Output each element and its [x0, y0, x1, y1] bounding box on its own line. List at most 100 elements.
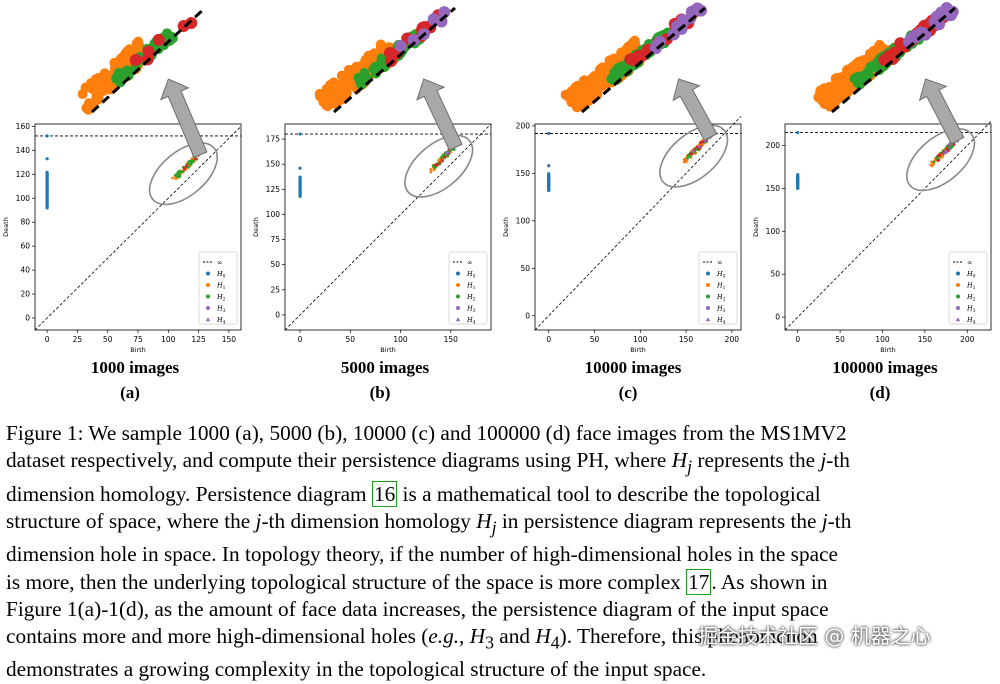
- h1-point-zoom: [321, 84, 332, 95]
- x-tick-label: 100: [633, 335, 648, 344]
- panel-title-d: 100000 images: [832, 358, 938, 377]
- h3-point: [688, 152, 692, 156]
- figure-panels: 0 25 50 75 100 125 150 0 20 40 60 80 100 120 140 160 Bir…: [2, 1, 992, 354]
- h2-point: [446, 154, 450, 158]
- legend-box: [698, 251, 738, 325]
- legend-box: [948, 251, 988, 325]
- h2-point: [179, 170, 183, 174]
- y-tick-label: 50: [520, 264, 530, 273]
- panel-c: 0 50 100 150 200050100150200BirthDeath∞H0H1H…: [502, 2, 742, 354]
- h1-point-zoom: [841, 73, 852, 84]
- h4-point-zoom: [438, 6, 451, 19]
- axes-frame: [284, 123, 492, 331]
- legend-label: H4: [466, 316, 476, 326]
- y-tick-label: 40: [20, 266, 30, 275]
- zoomed-inset: [813, 1, 959, 114]
- legend-label: ∞: [967, 259, 972, 267]
- legend-label: H0: [466, 270, 476, 280]
- y-tick-label: 125: [266, 185, 281, 194]
- h2-point: [433, 165, 437, 169]
- h2-point: [187, 165, 190, 169]
- x-tick-label: 75: [133, 335, 143, 344]
- legend-marker: [456, 283, 460, 287]
- legend-marker: [706, 271, 710, 276]
- x-tick-label: 150: [918, 335, 933, 344]
- h3-point: [440, 158, 444, 162]
- h4-point: [944, 149, 948, 153]
- legend-label: H4: [966, 316, 976, 326]
- x-tick-label: 50: [590, 335, 600, 344]
- zoom-arrow: [416, 78, 463, 151]
- h2-point-zoom: [360, 71, 371, 82]
- h2-point-zoom: [370, 68, 381, 79]
- y-tick-label: 0: [25, 314, 30, 323]
- legend-marker: [956, 283, 960, 287]
- h0-point: [547, 131, 551, 136]
- y-tick-label: 60: [20, 242, 30, 251]
- h4-point: [698, 145, 701, 149]
- y-tick-label: 50: [270, 260, 280, 269]
- panel-label-b: (b): [369, 383, 391, 402]
- y-tick-label: 200: [766, 141, 781, 150]
- h1-point: [429, 168, 433, 171]
- caption-line: Figure 1(a)-1(d), as the amount of face …: [6, 596, 829, 621]
- h1-point-zoom: [361, 57, 372, 68]
- legend-label: H0: [216, 270, 226, 280]
- diagonal-line: [284, 123, 492, 331]
- h0-point: [796, 130, 800, 135]
- legend-box: [198, 251, 238, 325]
- h2-point: [189, 159, 193, 163]
- h4-point: [691, 149, 695, 153]
- legend-label: H2: [216, 293, 226, 303]
- h3-point-zoom: [383, 47, 396, 60]
- h3-point-zoom: [152, 33, 165, 46]
- y-axis-label: Death: [2, 217, 10, 237]
- h1-point-zoom: [814, 90, 825, 101]
- h3-point: [183, 167, 187, 171]
- x-tick-label: 25: [73, 335, 83, 344]
- legend-box: [448, 251, 488, 325]
- panel-label-d: (d): [869, 383, 891, 402]
- h1-point-zoom: [576, 96, 587, 107]
- y-axis-label: Death: [252, 217, 260, 237]
- panel-a: 0 25 50 75 100 125 150 0 20 40 60 80 100 120 140 160 Bir…: [2, 6, 242, 354]
- y-tick-label: 0: [775, 313, 780, 322]
- x-tick-label: 100: [393, 335, 408, 344]
- y-tick-label: 150: [266, 160, 281, 169]
- legend-marker: [956, 306, 960, 310]
- h4-point-zoom: [939, 5, 952, 18]
- h1-point-zoom: [580, 80, 591, 91]
- h4-point: [948, 147, 952, 150]
- caption-line: dimension homology. Persistence diagram …: [6, 480, 821, 507]
- h4-point-zoom: [933, 18, 946, 31]
- legend-label: ∞: [467, 259, 472, 267]
- caption-line: structure of space, where the j-th dimen…: [6, 508, 852, 538]
- x-tick-label: 125: [191, 335, 206, 344]
- h2-point: [686, 156, 689, 160]
- legend-label: H1: [466, 282, 476, 292]
- legend-marker: [206, 294, 210, 299]
- h2-point-zoom: [115, 76, 126, 87]
- h3-point: [936, 158, 940, 162]
- h3-point-zoom: [625, 53, 638, 66]
- caption-line: dimension hole in space. In topology the…: [6, 542, 838, 567]
- y-tick-label: 150: [516, 169, 531, 178]
- h1-point-zoom: [842, 65, 853, 76]
- h3-point: [695, 145, 699, 149]
- x-tick-label: 50: [346, 335, 356, 344]
- h3-point: [698, 141, 702, 145]
- h2-point: [176, 175, 180, 179]
- h1-point-zoom: [92, 93, 103, 104]
- h1-point-zoom: [824, 86, 835, 97]
- legend-marker: [706, 283, 710, 287]
- y-tick-label: 50: [770, 270, 780, 279]
- legend-label: ∞: [217, 259, 222, 267]
- y-axis-label: Death: [502, 217, 510, 237]
- axes-frame: [784, 123, 992, 331]
- x-axis-label: Birth: [130, 346, 146, 354]
- x-tick-label: 200: [960, 335, 975, 344]
- y-tick-label: 0: [275, 310, 280, 319]
